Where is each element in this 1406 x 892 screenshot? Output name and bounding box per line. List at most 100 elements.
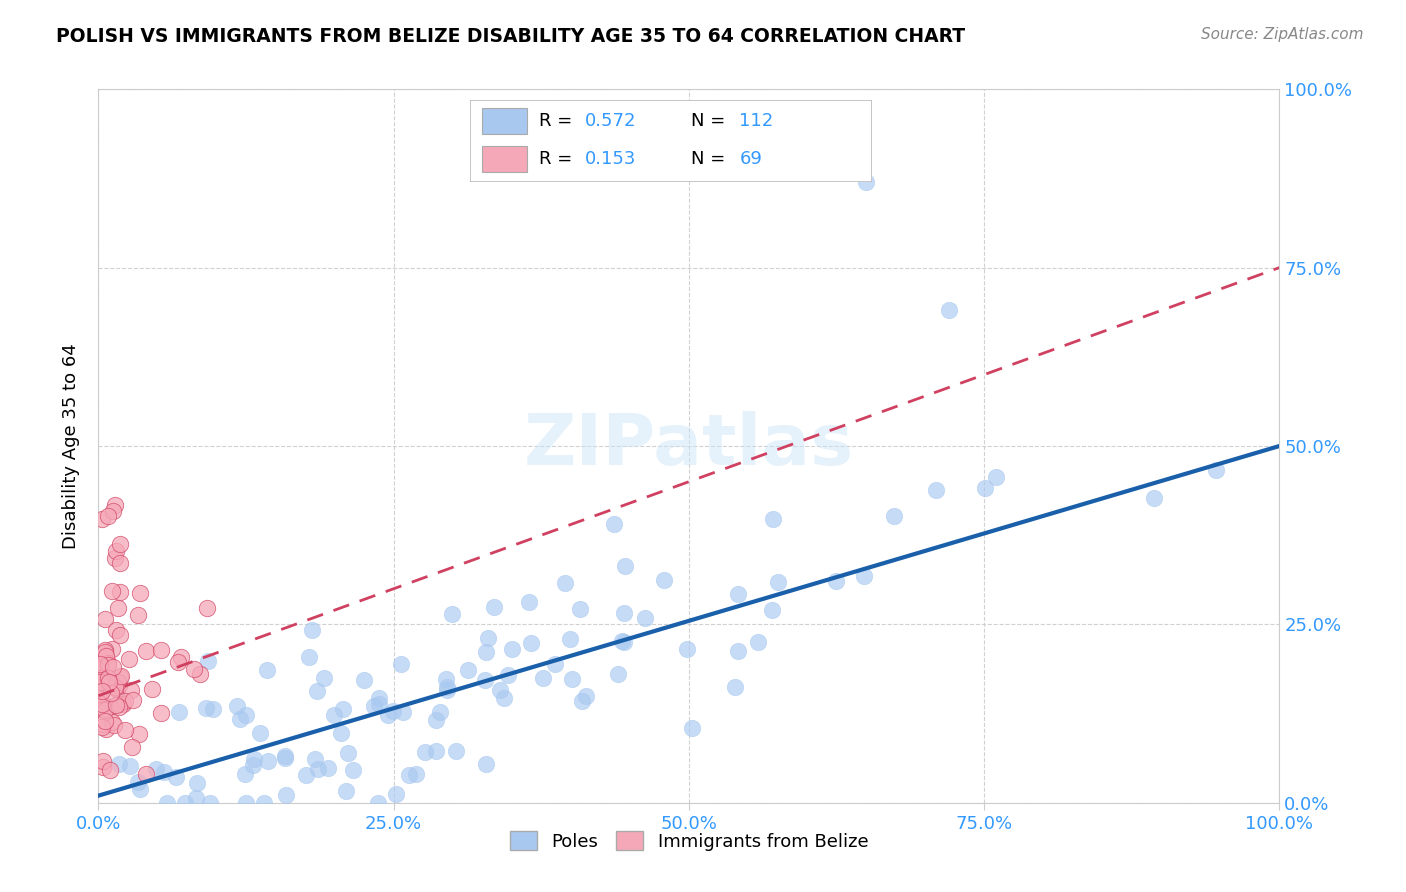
Point [446, 744, 468, 758]
Point [367, 690, 389, 705]
Point [96, 722, 118, 736]
Point [135, 767, 157, 781]
Point [398, 768, 420, 782]
Point [118, 759, 141, 773]
Point [429, 705, 451, 719]
Point [558, 632, 581, 646]
Point [332, 702, 354, 716]
Point [391, 706, 413, 720]
Point [105, 682, 128, 697]
Point [108, 699, 131, 714]
Point [381, 704, 404, 718]
Point [368, 697, 391, 711]
Point [91, 675, 114, 690]
Point [91, 754, 114, 768]
Point [97, 671, 120, 685]
Point [129, 782, 152, 797]
Point [90, 679, 112, 693]
Point [747, 635, 769, 649]
Point [543, 657, 565, 672]
Point [114, 694, 136, 708]
Point [110, 669, 132, 683]
Point [766, 574, 789, 589]
Point [198, 796, 221, 810]
Point [104, 544, 127, 558]
Point [104, 680, 127, 694]
Point [89, 657, 111, 672]
Point [425, 744, 447, 758]
Point [183, 662, 205, 676]
Y-axis label: Disability Age 35 to 64: Disability Age 35 to 64 [62, 343, 80, 549]
Point [610, 634, 633, 648]
Point [90, 721, 112, 735]
Point [100, 764, 122, 778]
Point [107, 600, 129, 615]
Point [110, 670, 132, 684]
Point [104, 623, 127, 637]
Point [105, 698, 128, 712]
Point [925, 483, 948, 497]
Point [129, 586, 152, 600]
Point [405, 766, 427, 780]
Point [91, 702, 114, 716]
Point [108, 584, 131, 599]
Point [613, 607, 636, 621]
Point [100, 714, 122, 729]
Point [94, 703, 117, 717]
Point [188, 666, 211, 681]
Point [97, 656, 120, 670]
Legend: Poles, Immigrants from Belize: Poles, Immigrants from Belize [502, 824, 876, 858]
Point [436, 682, 458, 697]
Point [489, 683, 512, 698]
Point [243, 752, 266, 766]
Point [90, 657, 112, 671]
Text: POLISH VS IMMIGRANTS FROM BELIZE DISABILITY AGE 35 TO 64 CORRELATION CHART: POLISH VS IMMIGRANTS FROM BELIZE DISABIL… [56, 27, 966, 45]
Point [413, 745, 436, 759]
Point [501, 641, 523, 656]
Point [852, 568, 875, 582]
Point [195, 601, 218, 615]
Point [335, 783, 357, 797]
Point [114, 723, 136, 738]
Point [156, 796, 179, 810]
Point [150, 706, 173, 721]
Point [97, 658, 120, 673]
Point [474, 673, 496, 687]
Point [520, 636, 543, 650]
Point [111, 698, 134, 712]
Point [496, 667, 519, 681]
Point [554, 576, 576, 591]
Text: ZIPatlas: ZIPatlas [524, 411, 853, 481]
Point [122, 692, 145, 706]
Point [89, 674, 111, 689]
Point [108, 678, 131, 692]
Point [474, 757, 496, 772]
Point [761, 603, 783, 617]
Point [569, 601, 592, 615]
Point [561, 672, 583, 686]
Point [195, 700, 218, 714]
Point [121, 739, 143, 754]
Point [603, 517, 626, 532]
Point [94, 645, 117, 659]
Point [724, 680, 747, 694]
Point [170, 650, 193, 665]
Point [141, 681, 163, 696]
Point [825, 574, 848, 589]
Point [90, 658, 112, 673]
Point [197, 654, 219, 668]
Point [90, 671, 112, 685]
Point [256, 663, 278, 677]
Point [150, 643, 173, 657]
Point [298, 650, 321, 665]
Point [385, 787, 408, 801]
Point [457, 663, 479, 677]
Point [101, 583, 124, 598]
Point [613, 635, 636, 649]
Point [104, 551, 127, 566]
Point [107, 697, 129, 711]
Point [89, 687, 111, 701]
Point [249, 726, 271, 740]
Point [274, 750, 297, 764]
Point [938, 303, 960, 318]
